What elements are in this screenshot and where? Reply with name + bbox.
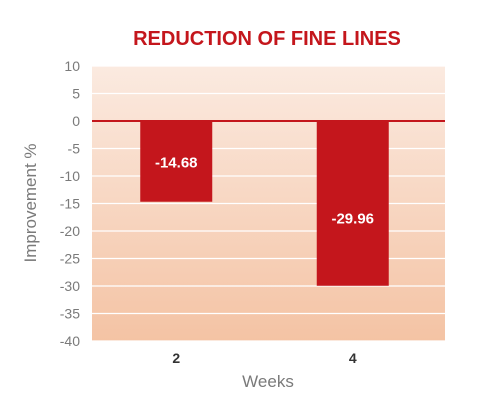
x-tick-label: 2 [172, 350, 180, 366]
y-tick-label: -20 [60, 223, 80, 239]
bar-week-4 [316, 121, 389, 286]
y-axis-label: Improvement % [21, 143, 40, 262]
y-tick-label: -35 [60, 306, 80, 322]
bars [140, 121, 389, 286]
y-tick-label: 0 [72, 113, 80, 129]
chart-title: REDUCTION OF FINE LINES [133, 28, 401, 50]
y-tick-label: -25 [60, 251, 80, 267]
data-labels: -14.68 -29.96 [155, 154, 374, 227]
data-label: -29.96 [331, 210, 374, 227]
bar-week-2 [140, 121, 213, 202]
y-tick-labels: 10 5 0 -5 -10 -15 -20 -25 -30 -35 -40 [60, 58, 80, 349]
x-axis-label: Weeks [242, 372, 294, 391]
y-tick-label: -15 [60, 196, 80, 212]
y-tick-label: 5 [72, 86, 80, 102]
y-tick-label: -40 [60, 333, 80, 349]
y-tick-label: 10 [64, 58, 80, 74]
x-tick-label: 4 [349, 350, 357, 366]
data-label: -14.68 [155, 154, 198, 171]
y-tick-label: -10 [60, 168, 80, 184]
y-tick-label: -30 [60, 278, 80, 294]
y-tick-label: -5 [68, 141, 81, 157]
